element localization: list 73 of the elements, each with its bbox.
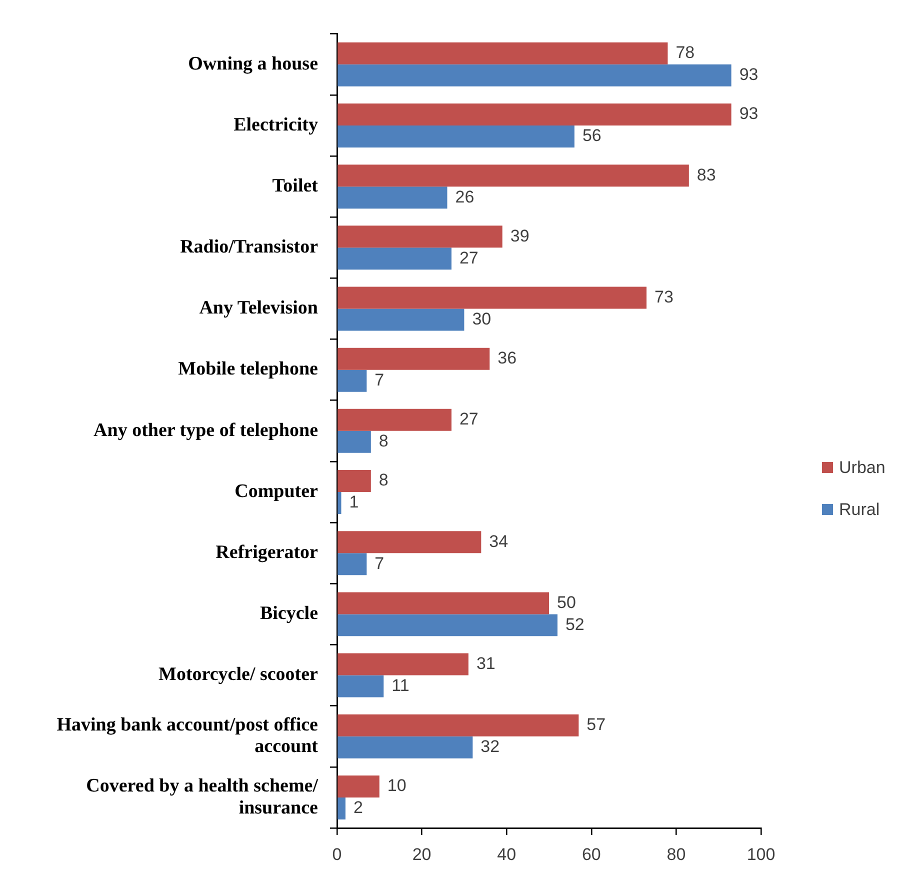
data-label: 10 [387, 776, 406, 796]
data-label: 83 [696, 165, 716, 184]
y-tick-label: Having bank account/post office account [56, 714, 319, 758]
bar [338, 775, 380, 798]
y-tick-label: Motorcycle/ scooter [158, 664, 319, 686]
bar [338, 470, 371, 492]
y-tick-label: Any Television [199, 298, 318, 319]
y-tick-label: Covered by a health scheme/ insurance [86, 775, 319, 818]
bar [338, 308, 464, 331]
bar [338, 125, 574, 148]
data-label: 73 [654, 287, 674, 306]
bar [338, 42, 668, 64]
data-label: 31 [476, 654, 496, 673]
data-label: 26 [455, 187, 474, 206]
bar [338, 348, 490, 370]
data-label: 8 [378, 432, 388, 451]
bar [338, 226, 502, 248]
data-label: 34 [489, 532, 508, 551]
bar [338, 736, 473, 758]
bar [338, 531, 482, 554]
bar [338, 103, 732, 126]
bar [338, 286, 647, 309]
data-label: 2 [353, 798, 363, 818]
bar [338, 408, 452, 431]
legend-label: Rural [839, 500, 880, 520]
x-tick-label: 40 [497, 844, 516, 864]
bar [338, 64, 732, 86]
x-tick-label: 20 [412, 844, 432, 864]
data-label: 78 [676, 43, 695, 62]
data-label: 56 [582, 126, 602, 146]
data-label: 27 [459, 248, 478, 268]
bar [338, 248, 452, 270]
data-label: 7 [374, 370, 384, 390]
data-label: 8 [378, 470, 388, 490]
y-tick-label: Computer [234, 480, 319, 502]
bar [338, 553, 367, 576]
y-tick-label: Owning a house [188, 53, 318, 74]
y-tick-label: Toilet [272, 175, 319, 196]
y-tick-label: Bicycle [260, 603, 318, 624]
data-label: 57 [586, 715, 606, 734]
bar [338, 430, 371, 453]
y-tick-label: Radio/Transistor [180, 236, 319, 258]
bar [338, 164, 689, 187]
data-label: 39 [510, 226, 530, 246]
data-label: 32 [480, 737, 500, 756]
data-label: 27 [459, 410, 478, 429]
bar [338, 714, 579, 736]
legend-label: Urban [839, 458, 886, 478]
bar [338, 186, 448, 209]
data-label: 7 [374, 554, 384, 573]
x-tick-label: 100 [746, 844, 776, 864]
data-label: 11 [392, 676, 410, 695]
bar [338, 675, 384, 698]
y-tick-label: Mobile telephone [178, 358, 318, 380]
data-label: 1 [349, 492, 359, 512]
data-label: 36 [498, 348, 517, 368]
bar [338, 797, 346, 820]
data-label: 52 [565, 614, 584, 634]
bar [338, 614, 558, 636]
data-label: 50 [557, 592, 576, 612]
bar [338, 653, 468, 676]
y-tick-label: Refrigerator [216, 542, 319, 564]
bar [338, 592, 549, 614]
x-tick-label: 60 [582, 844, 601, 864]
x-tick-label: 0 [332, 844, 342, 864]
bar [338, 370, 367, 392]
bar [338, 492, 342, 514]
data-label: 93 [739, 104, 758, 124]
data-label: 30 [472, 309, 492, 328]
x-tick-label: 80 [666, 844, 686, 864]
data-label: 93 [739, 65, 758, 84]
y-tick-label: Electricity [234, 114, 318, 136]
y-tick-label: Any other type of telephone [94, 420, 318, 441]
